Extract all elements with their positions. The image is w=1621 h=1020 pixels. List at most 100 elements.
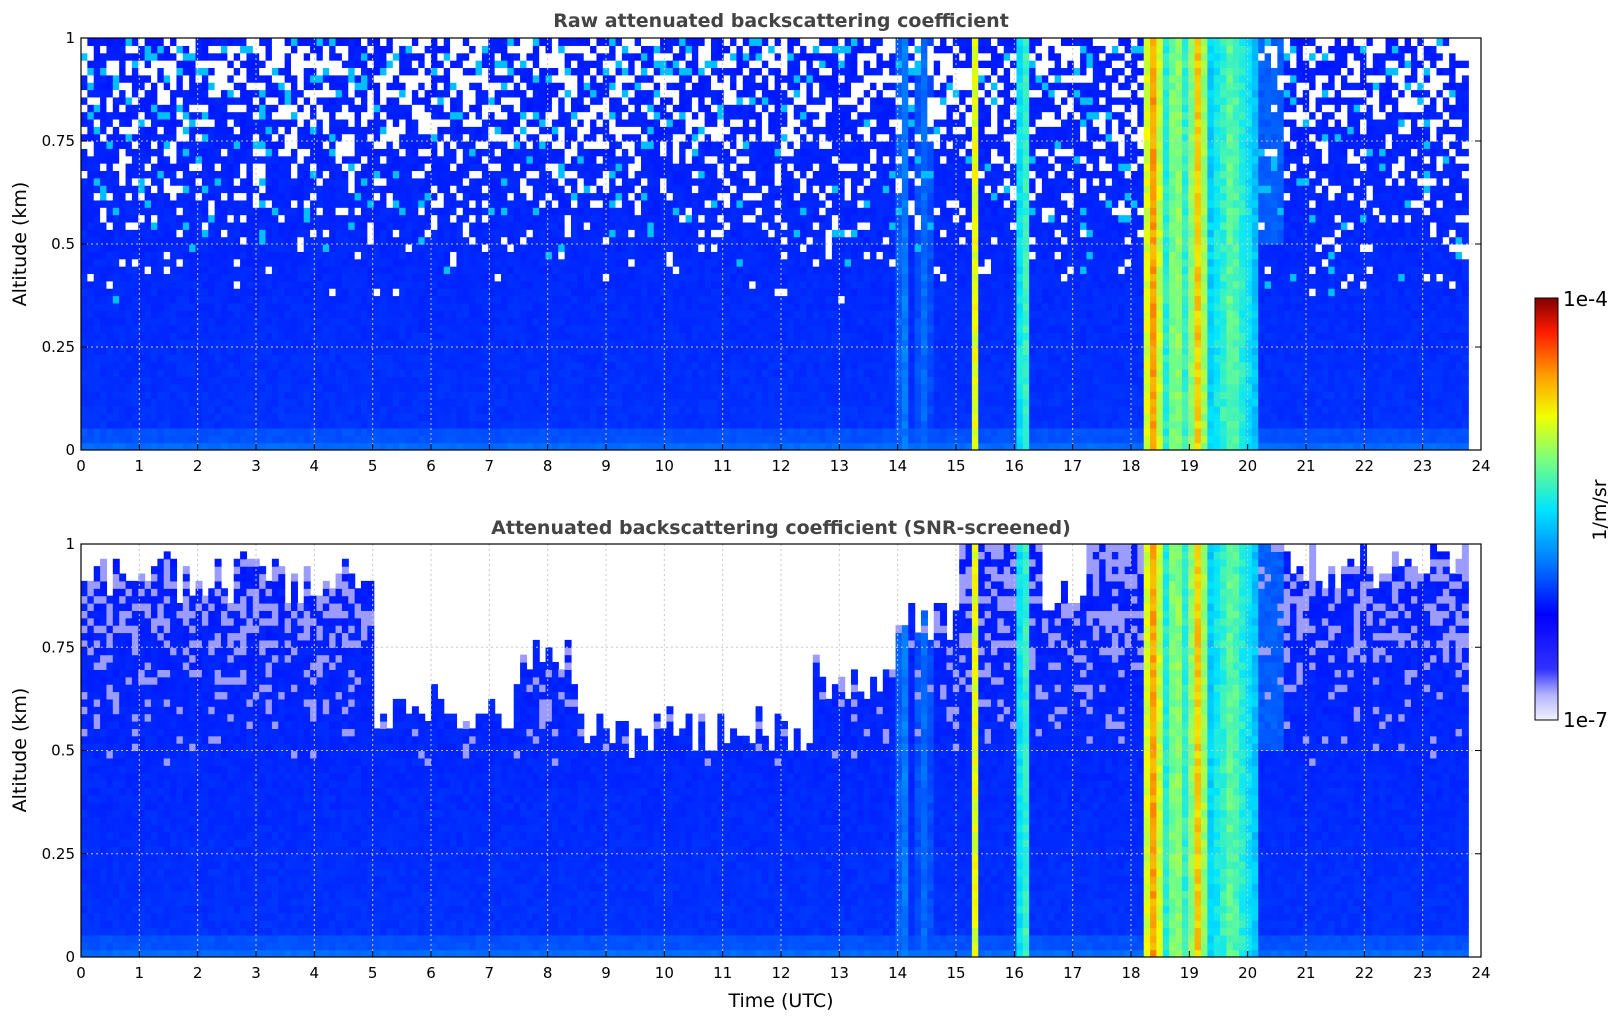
heatmap-cell (481, 369, 489, 378)
heatmap-cell (100, 229, 108, 238)
heatmap-cell (564, 236, 572, 245)
heatmap-cell (590, 104, 598, 113)
heatmap-cell (571, 118, 578, 127)
heatmap-cell (583, 266, 591, 275)
heatmap-cell (450, 207, 458, 216)
heatmap-cell (335, 420, 343, 429)
heatmap-cell (348, 38, 356, 46)
heatmap-cell (418, 141, 426, 149)
heatmap-cell (634, 214, 642, 223)
heatmap-cell (93, 427, 101, 436)
heatmap-cell (246, 214, 254, 223)
heatmap-cell (481, 295, 489, 304)
heatmap-cell (361, 148, 368, 157)
heatmap-cell (532, 192, 540, 201)
heatmap-cell (596, 376, 604, 385)
heatmap-cell (341, 170, 349, 179)
heatmap-cell (399, 442, 407, 450)
heatmap-cell (577, 258, 585, 267)
heatmap-cell (284, 177, 292, 186)
heatmap-cell (386, 361, 394, 370)
heatmap-cell (443, 310, 451, 319)
heatmap-cell (456, 244, 464, 252)
heatmap-cell (532, 111, 540, 120)
heatmap-cell (462, 258, 470, 267)
heatmap-cell (131, 104, 139, 113)
heatmap-cell (462, 332, 470, 341)
heatmap-cell (450, 324, 458, 333)
heatmap-cell (131, 163, 139, 172)
heatmap-cell (443, 236, 451, 245)
heatmap-cell (87, 405, 95, 414)
heatmap-cell (265, 427, 273, 436)
heatmap-cell (100, 369, 108, 378)
heatmap-cell (405, 317, 413, 326)
heatmap-cell (259, 236, 267, 245)
heatmap-cell (418, 266, 426, 275)
heatmap-cell (157, 347, 165, 355)
heatmap-cell (170, 192, 178, 201)
heatmap-cell (424, 251, 432, 260)
heatmap-cell (354, 354, 362, 363)
heatmap-cell (144, 310, 152, 319)
heatmap-cell (558, 67, 566, 76)
heatmap-cell (246, 295, 254, 304)
heatmap-cell (621, 442, 629, 450)
heatmap-cell (501, 354, 508, 363)
heatmap-cell (189, 60, 197, 69)
heatmap-cell (424, 89, 432, 98)
heatmap-cell (348, 332, 356, 341)
heatmap-cell (112, 383, 120, 392)
heatmap-cell (456, 221, 464, 230)
heatmap-cell (558, 354, 566, 363)
heatmap-cell (144, 435, 152, 444)
heatmap-cell (189, 118, 197, 127)
heatmap-cell (424, 332, 432, 341)
heatmap-cell (380, 310, 388, 319)
heatmap-cell (424, 266, 432, 275)
heatmap-cell (513, 324, 521, 333)
heatmap-cell (322, 302, 330, 311)
heatmap-cell (621, 361, 629, 370)
heatmap-cell (405, 229, 413, 238)
heatmap-cell (443, 155, 451, 164)
heatmap-cell (189, 148, 197, 157)
heatmap-cell (513, 104, 521, 113)
heatmap-cell (361, 251, 368, 260)
heatmap-cell (138, 141, 146, 149)
heatmap-cell (596, 295, 604, 304)
heatmap-cell (335, 413, 343, 422)
heatmap-cell (354, 273, 362, 282)
heatmap-cell (386, 229, 394, 238)
heatmap-cell (571, 126, 578, 135)
heatmap-cell (532, 199, 540, 208)
heatmap-cell (577, 229, 585, 238)
heatmap-cell (329, 163, 337, 172)
heatmap-cell (431, 405, 438, 414)
heatmap-cell (469, 288, 477, 297)
heatmap-cell (138, 317, 146, 326)
heatmap-cell (634, 288, 642, 297)
heatmap-cell (367, 324, 375, 333)
heatmap-cell (303, 339, 311, 348)
heatmap-cell (641, 118, 648, 127)
heatmap-cell (621, 170, 629, 179)
heatmap-cell (201, 82, 209, 91)
heatmap-cell (532, 133, 540, 142)
heatmap-cell (399, 126, 407, 135)
heatmap-cell (291, 383, 298, 392)
heatmap-cell (246, 45, 254, 54)
heatmap-cell (367, 251, 375, 260)
heatmap-cell (259, 185, 267, 194)
heatmap-cell (227, 273, 235, 282)
heatmap-cell (329, 111, 337, 120)
heatmap-cell (271, 295, 279, 304)
heatmap-cell (621, 420, 629, 429)
heatmap-cell (558, 288, 566, 297)
heatmap-cell (539, 295, 547, 304)
heatmap-cell (634, 60, 642, 69)
heatmap-cell (539, 258, 547, 267)
heatmap-cell (590, 413, 598, 422)
heatmap-cell (532, 405, 540, 414)
heatmap-cell (284, 398, 292, 407)
